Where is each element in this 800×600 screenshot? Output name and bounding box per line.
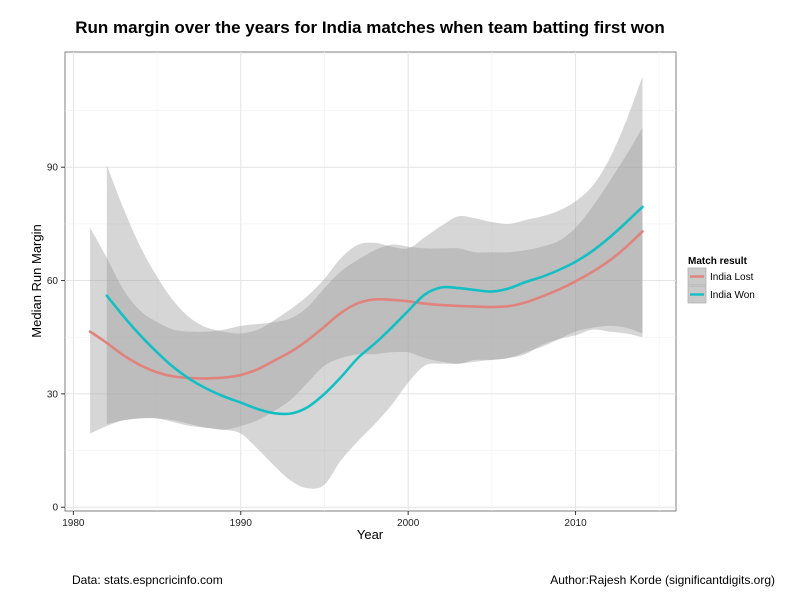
confidence-bands [90,76,643,489]
y-tick-label: 90 [47,163,59,174]
ci-band [90,127,643,434]
legend: Match result India Lost India Won [687,256,755,304]
series-lines [88,205,644,416]
x-tick-label: 1990 [230,518,253,529]
y-tick-label: 60 [47,276,59,287]
x-tick-label: 2000 [397,518,420,529]
legend-label: India Lost [710,272,754,283]
series-line [105,205,644,416]
legend-title: Match result [688,256,748,267]
x-tick-label: 1980 [62,518,85,529]
y-axis-ticks: 0 30 60 90 [47,163,65,514]
series-line [88,230,644,380]
author-note: Author:Rajesh Korde (significantdigits.o… [550,573,775,587]
x-axis-ticks: 1980 1990 2000 2010 [62,511,587,529]
x-tick-label: 2010 [564,518,587,529]
y-tick-label: 30 [47,389,59,400]
grid-lines [65,52,676,511]
y-axis-label: Median Run Margin [29,224,44,337]
y-tick-label: 0 [52,503,58,514]
chart-title: Run margin over the years for India matc… [75,18,664,37]
legend-label: India Won [710,290,755,301]
x-axis-label: Year [357,527,384,542]
data-source-note: Data: stats.espncricinfo.com [72,573,223,587]
ci-band [106,76,643,489]
